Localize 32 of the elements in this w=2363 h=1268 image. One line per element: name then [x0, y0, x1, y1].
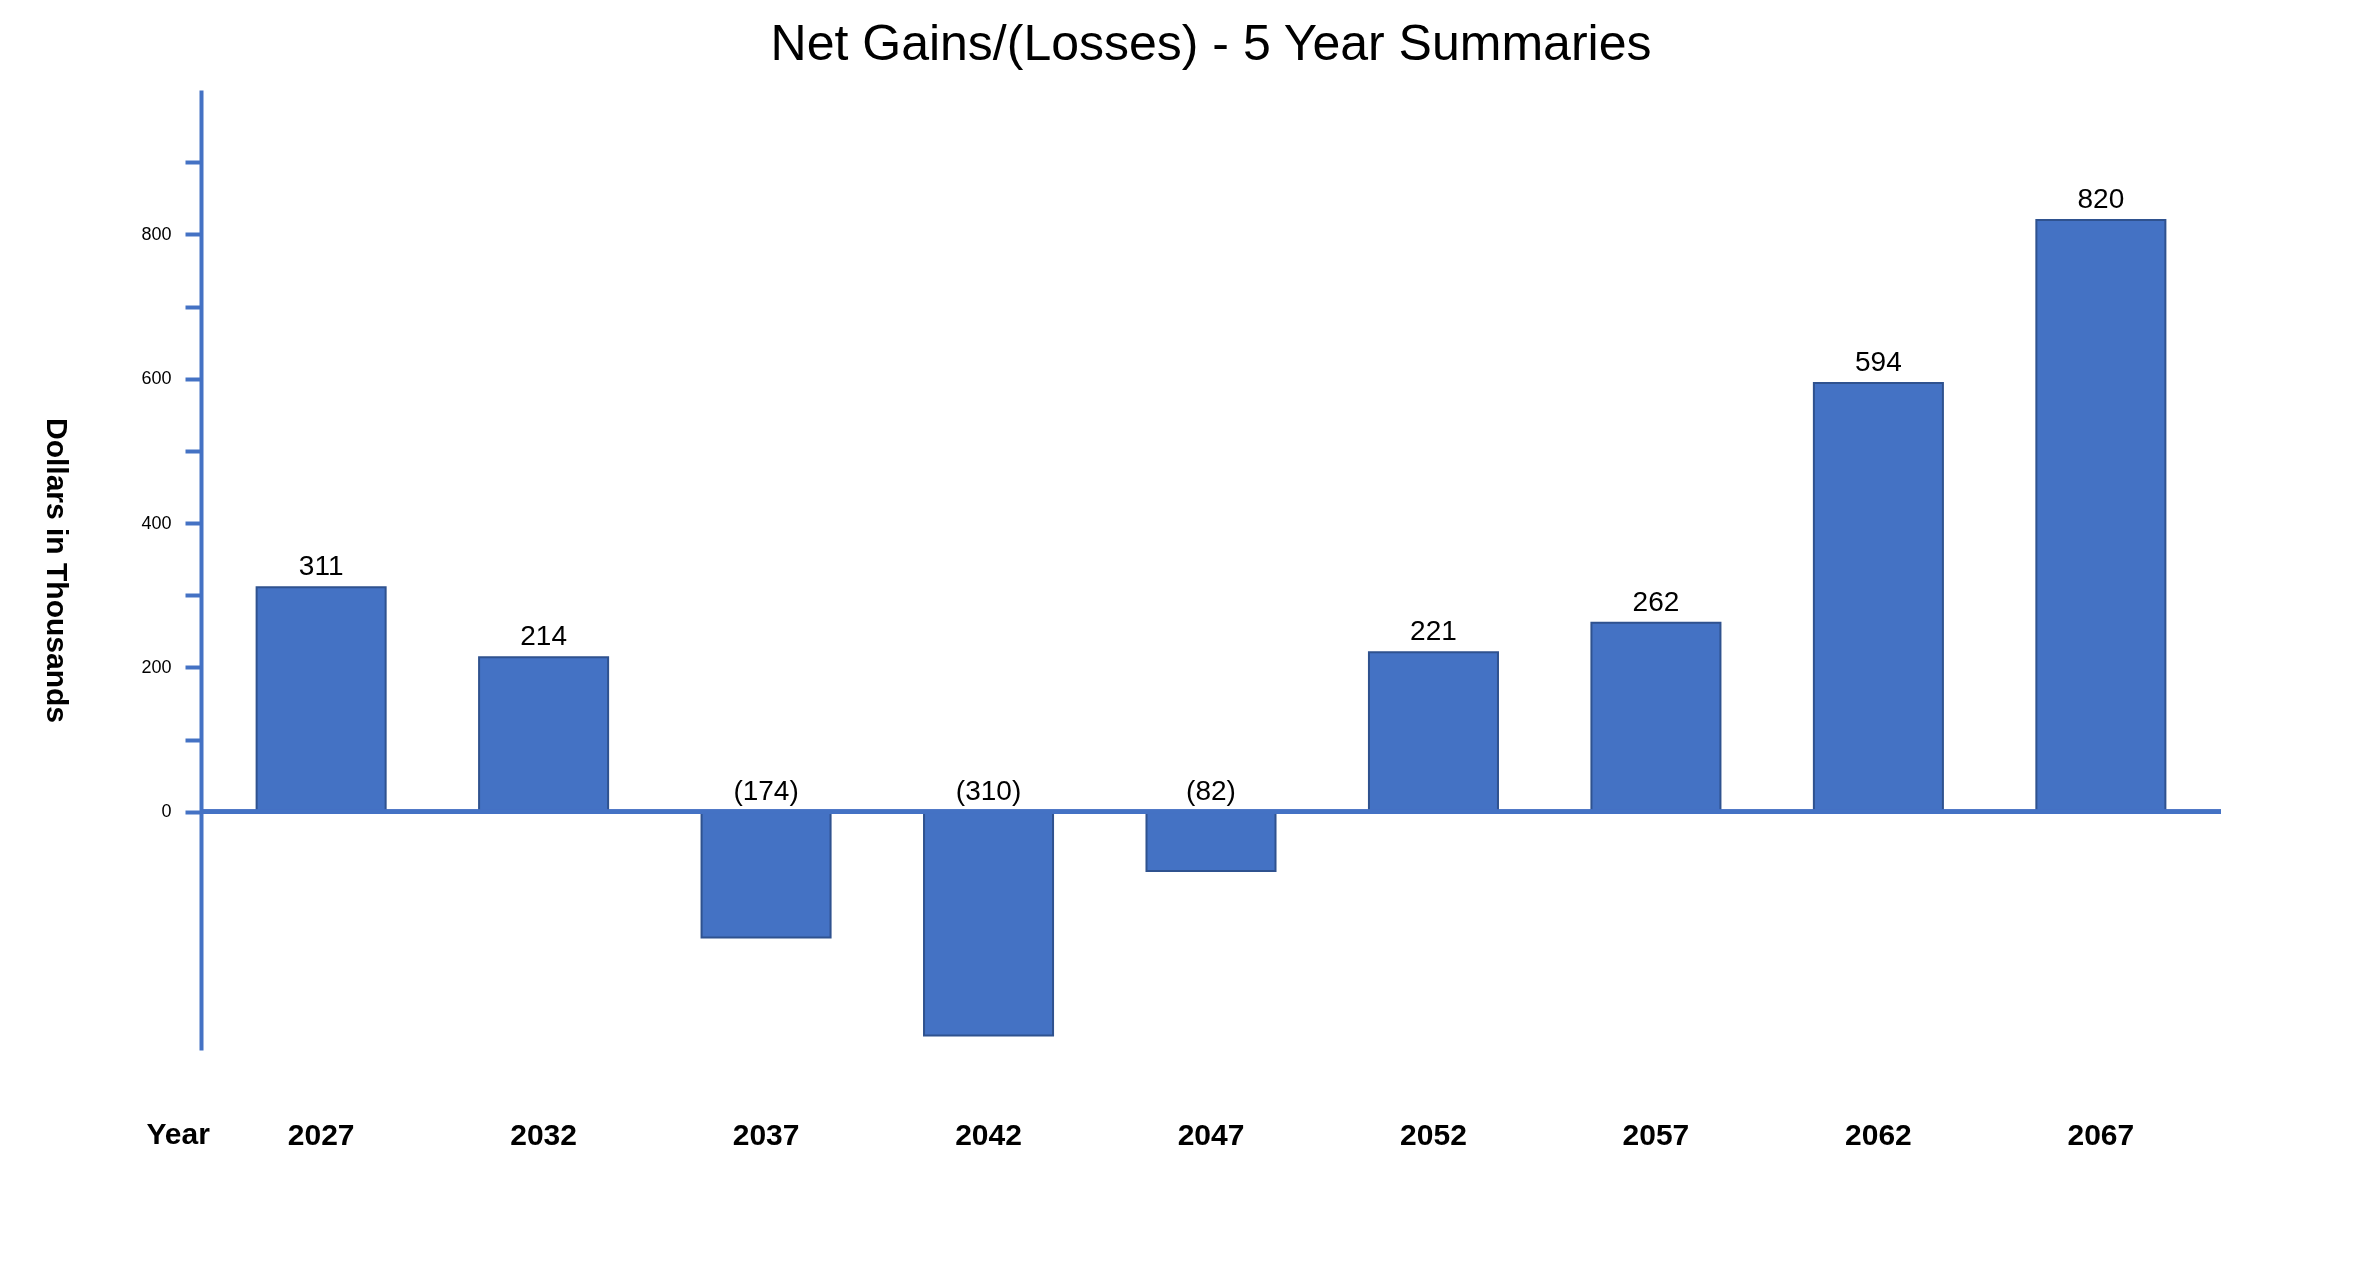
data-label: 311 [298, 550, 344, 582]
data-label: 262 [1632, 585, 1680, 617]
y-tick-label: 0 [161, 801, 172, 822]
bar [1590, 621, 1722, 813]
y-tick-label: 600 [141, 368, 172, 389]
x-tick-label: 2047 [1177, 1117, 1245, 1151]
x-axis-title: Year [146, 1116, 211, 1150]
y-tick-label: 200 [141, 656, 172, 677]
x-tick-label: 2037 [732, 1117, 800, 1151]
data-label: (174) [733, 774, 799, 806]
bar [478, 656, 610, 813]
x-tick-label: 2062 [1845, 1117, 1912, 1151]
data-label: 214 [520, 620, 567, 652]
bar [1812, 382, 1944, 813]
x-tick-label: 2027 [287, 1117, 355, 1151]
x-tick-label: 2057 [1622, 1117, 1690, 1151]
data-label: 221 [1410, 615, 1457, 647]
data-label: 594 [1855, 346, 1902, 378]
bar [2035, 218, 2167, 813]
data-label: (82) [1186, 774, 1236, 806]
chart-title: Net Gains/(Losses) - 5 Year Summaries [770, 15, 1652, 71]
y-axis-title: Dollars in Thousands [41, 417, 75, 724]
data-label: (310) [955, 774, 1022, 806]
y-tick-label: 800 [141, 223, 172, 244]
y-tick-label: 400 [141, 512, 172, 533]
data-label: 820 [2077, 182, 2125, 214]
x-tick-label: 2032 [510, 1117, 577, 1151]
x-tick-label: 2042 [955, 1117, 1022, 1151]
x-tick-label: 2067 [2067, 1117, 2135, 1151]
bar [255, 586, 387, 813]
x-tick-label: 2052 [1400, 1117, 1467, 1151]
bar [1367, 651, 1499, 813]
